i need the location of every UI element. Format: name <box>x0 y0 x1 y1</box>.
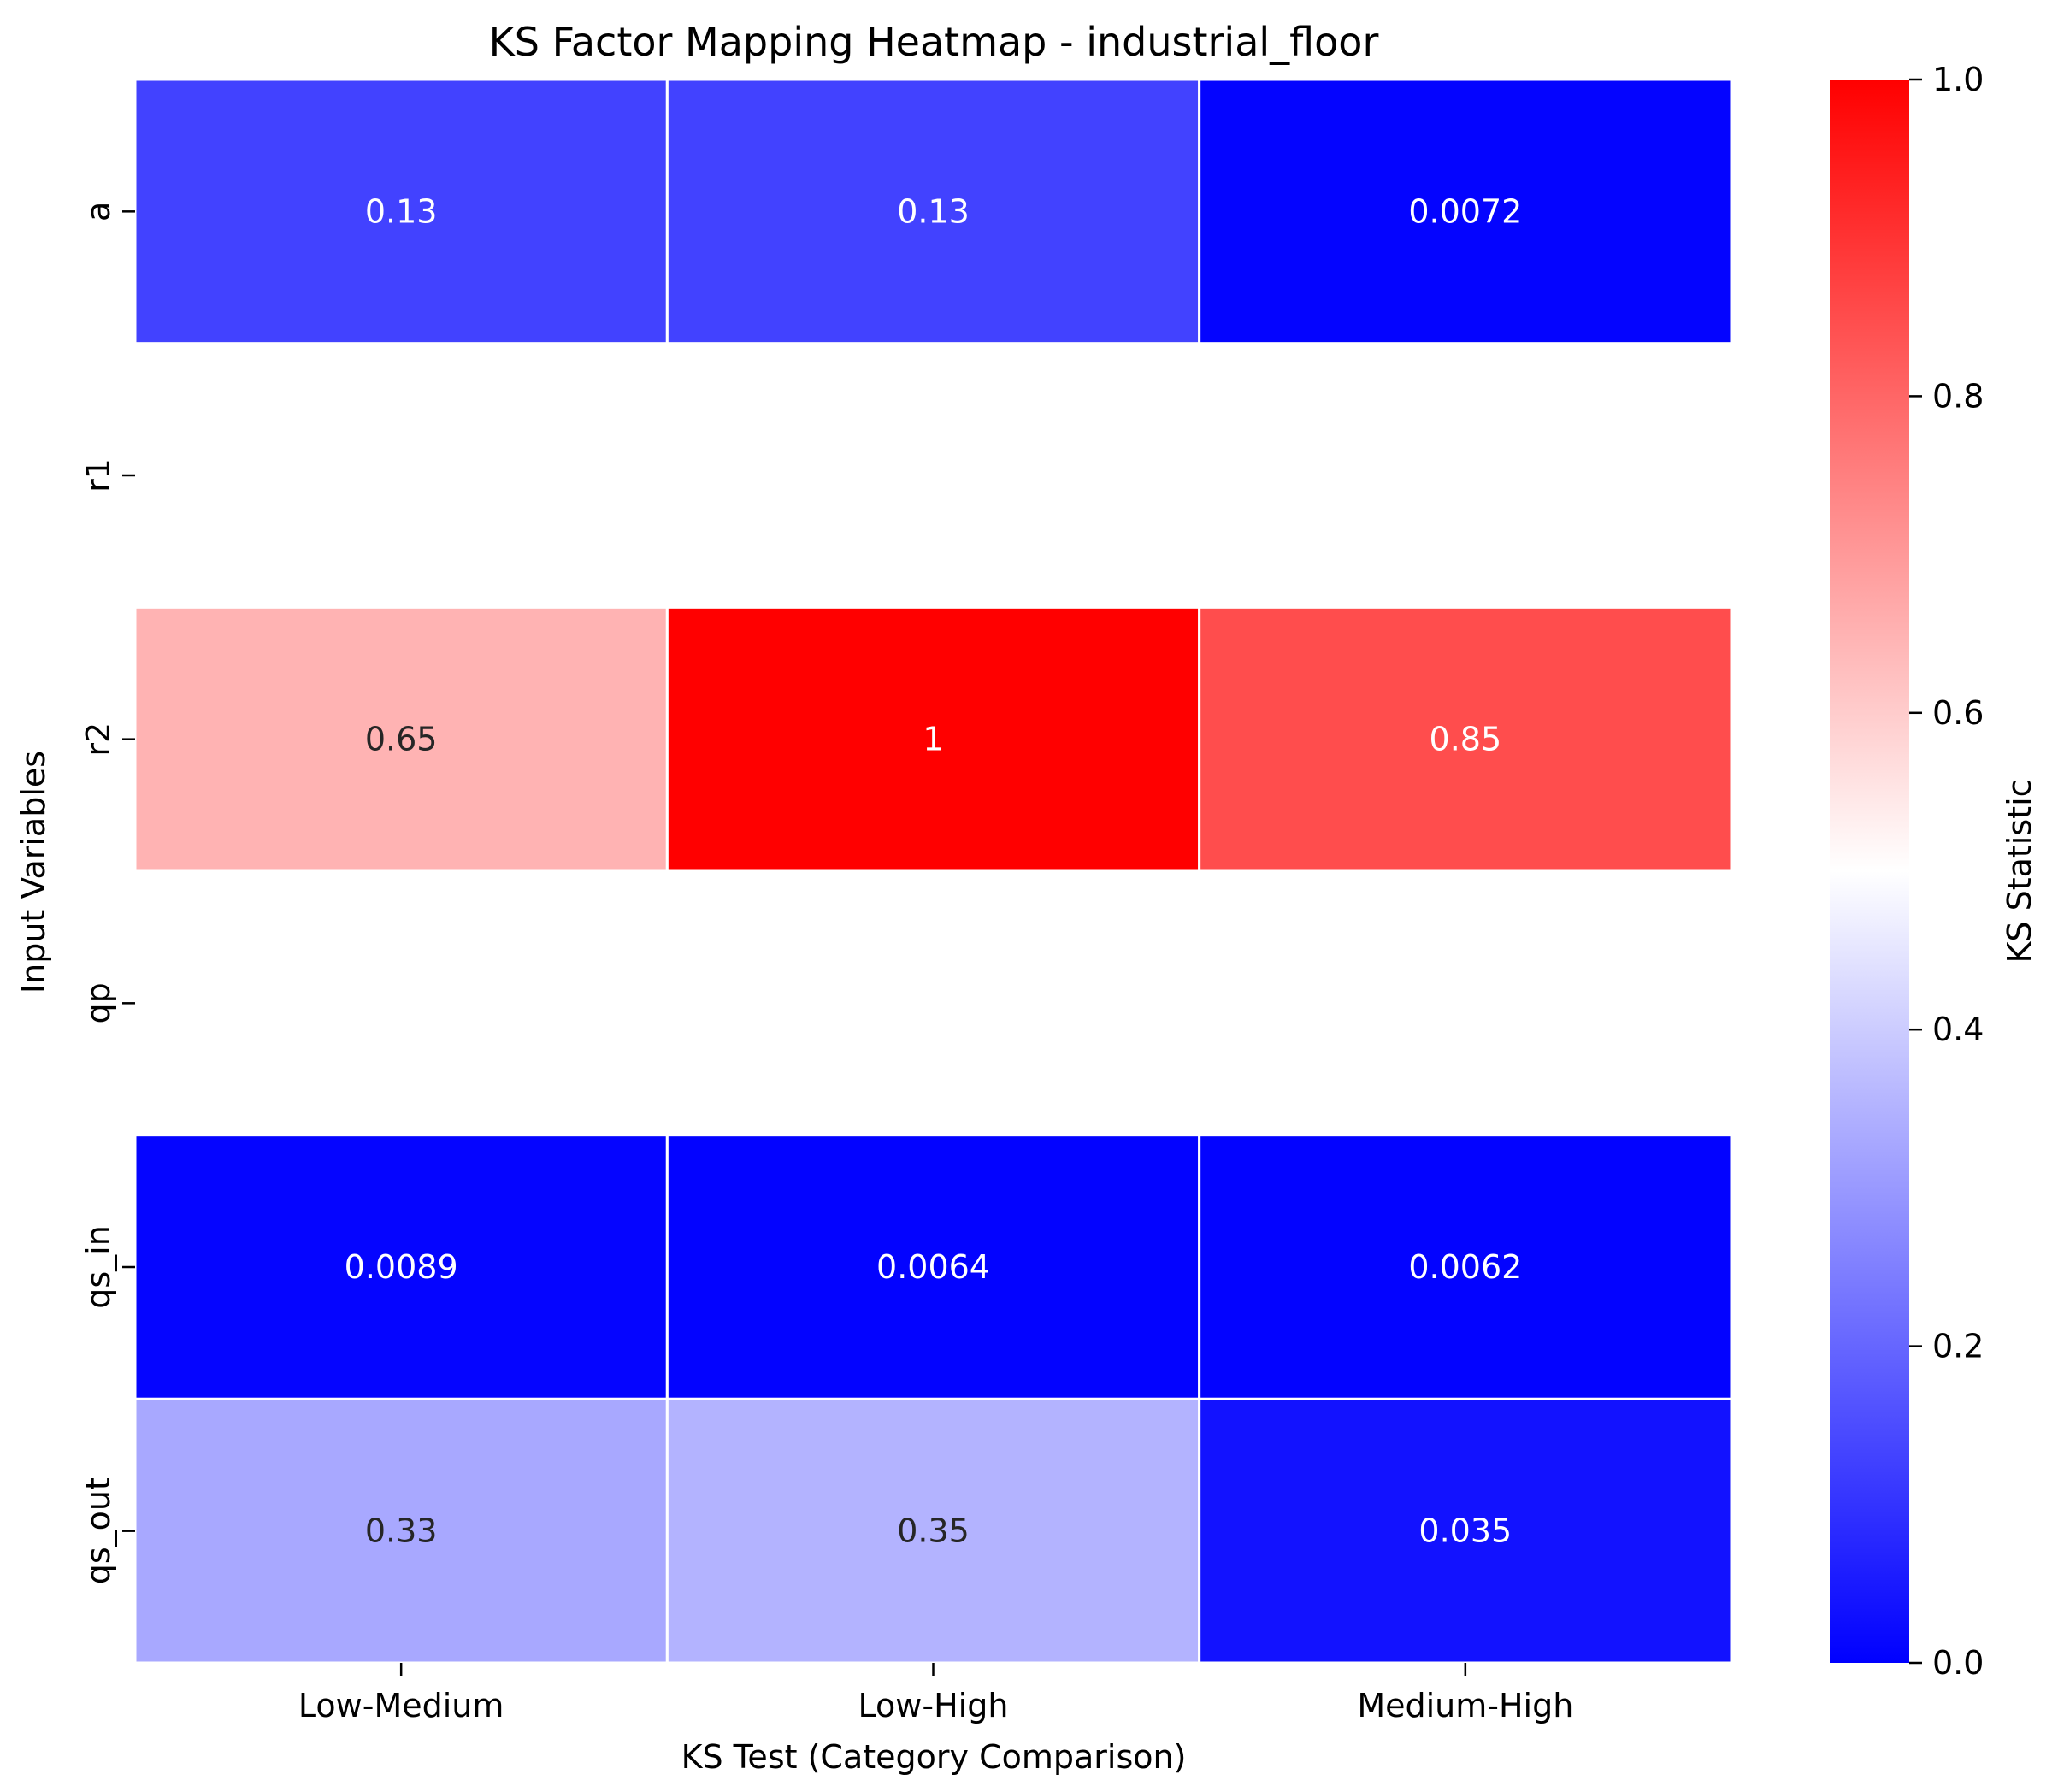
cell-value-label: 1 <box>923 721 943 758</box>
y-tick-label: r1 <box>80 458 117 492</box>
cell-value-label: 0.13 <box>365 192 438 230</box>
colorbar-tick-label: 0.4 <box>1932 1011 1984 1048</box>
y-tick-label: qp <box>80 982 117 1023</box>
colorbar-ticks: 0.0 0.2 0.4 0.6 0.8 1.0 <box>1909 61 1984 1682</box>
heatmap-cell <box>133 78 669 345</box>
chart-title: KS Factor Mapping Heatmap - industrial_f… <box>489 19 1379 65</box>
colorbar-tick-label: 0.8 <box>1932 377 1984 415</box>
heatmap-cell <box>665 1134 1201 1400</box>
heatmap-cell <box>133 605 669 873</box>
x-tick-label: Low-High <box>858 1687 1009 1724</box>
cell-value-label: 0.65 <box>365 721 438 758</box>
cell-value-label: 0.0072 <box>1408 192 1522 230</box>
heatmap-cell <box>1198 605 1733 873</box>
y-tick-label: a <box>80 202 117 221</box>
cell-value-label: 0.35 <box>897 1512 970 1550</box>
y-axis-ticks: a r1 r2 qp qs_in qs_out <box>80 202 135 1584</box>
x-tick-label: Low-Medium <box>298 1687 504 1724</box>
y-tick-label: qs_in <box>80 1225 117 1309</box>
heatmap-cell <box>1198 1397 1733 1665</box>
heatmap-cell <box>133 1397 669 1665</box>
heatmap-cells: 0.13 0.13 0.0072 0.65 1 0.85 0.0089 0.0064 0.006… <box>133 78 1733 1665</box>
cell-value-label: 0.0089 <box>345 1248 458 1286</box>
x-axis-label: KS Test (Category Comparison) <box>681 1738 1187 1776</box>
y-axis-label: Input Variables <box>15 751 52 993</box>
cell-value-label: 0.035 <box>1418 1512 1512 1550</box>
cell-value-label: 0.0062 <box>1408 1248 1522 1286</box>
colorbar-tick-label: 0.0 <box>1932 1644 1984 1682</box>
x-axis-ticks: Low-Medium Low-High Medium-High <box>298 1663 1573 1724</box>
heatmap-cell <box>1198 78 1733 345</box>
colorbar-tick-label: 0.2 <box>1932 1328 1984 1365</box>
cell-value-label: 0.33 <box>365 1512 438 1550</box>
y-tick-label: qs_out <box>80 1477 117 1584</box>
heatmap-cell <box>665 605 1201 873</box>
cell-value-label: 0.85 <box>1430 721 1502 758</box>
heatmap-cell <box>665 78 1201 345</box>
x-tick-label: Medium-High <box>1357 1687 1573 1724</box>
y-tick-label: r2 <box>80 722 117 757</box>
colorbar-tick-label: 0.6 <box>1932 694 1984 732</box>
cell-value-label: 0.0064 <box>876 1248 990 1286</box>
cell-value-label: 0.13 <box>897 192 970 230</box>
colorbar-tick-label: 1.0 <box>1932 61 1984 98</box>
colorbar-label: KS Statistic <box>2001 779 2038 963</box>
colorbar <box>1830 80 1909 1663</box>
